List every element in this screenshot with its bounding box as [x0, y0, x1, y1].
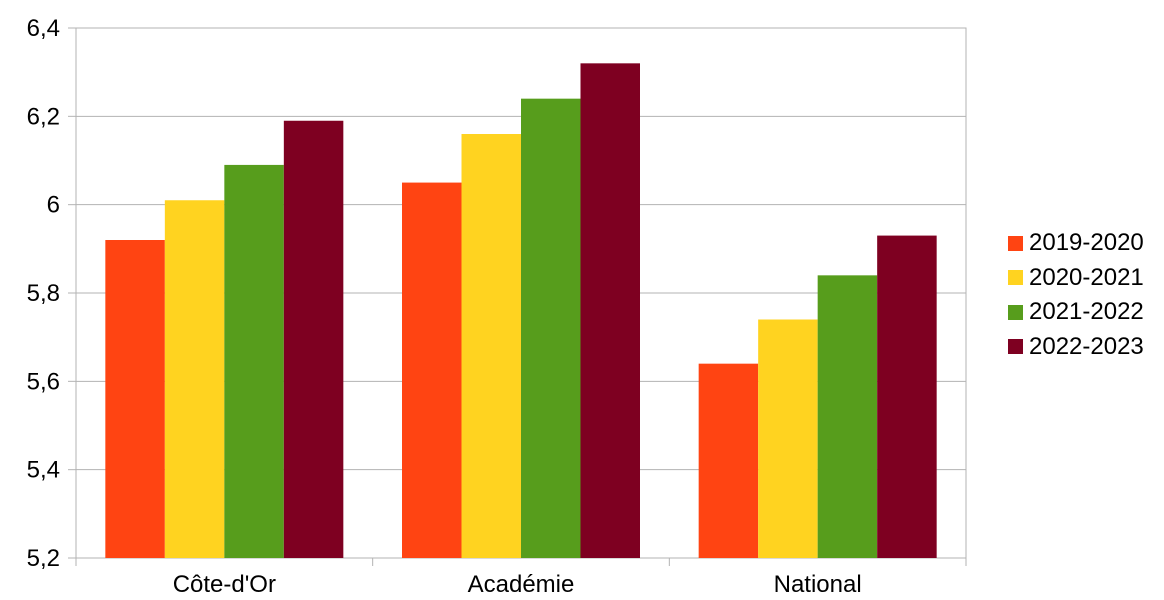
y-tick-label: 5,6 — [27, 368, 60, 395]
y-tick-label: 6 — [47, 192, 60, 219]
legend-item: 2020-2021 — [1008, 261, 1144, 296]
y-tick-label: 6,4 — [27, 15, 60, 42]
legend: 2019-2020 2020-2021 2021-2022 2022-2023 — [1008, 226, 1144, 364]
bar — [461, 134, 521, 558]
legend-swatch — [1008, 270, 1023, 286]
bar — [402, 182, 462, 559]
y-tick-labels: 5,2 5,4 5,6 5,8 6 6,2 6,4 — [27, 15, 60, 572]
legend-swatch — [1008, 304, 1023, 320]
y-tick-label: 5,8 — [27, 280, 60, 307]
x-tick-labels: Côte-d'Or Académie National — [173, 571, 862, 598]
bars — [105, 63, 937, 559]
bar — [758, 319, 818, 558]
x-tick-label: Académie — [468, 571, 575, 598]
bar — [105, 240, 165, 558]
y-tick-label: 6,2 — [27, 103, 60, 130]
legend-label: 2019-2020 — [1029, 229, 1144, 257]
y-tick-label: 5,4 — [27, 457, 60, 484]
bar — [521, 98, 581, 559]
bar — [224, 164, 284, 558]
legend-swatch — [1008, 235, 1023, 251]
legend-item: 2019-2020 — [1008, 226, 1144, 261]
x-tick-label: Côte-d'Or — [173, 571, 276, 598]
legend-label: 2022-2023 — [1029, 332, 1144, 360]
bar — [877, 235, 937, 559]
y-tick-label: 5,2 — [27, 545, 60, 572]
legend-item: 2021-2022 — [1008, 295, 1144, 330]
bar — [164, 200, 225, 558]
legend-swatch — [1008, 339, 1023, 355]
legend-label: 2021-2022 — [1029, 298, 1144, 326]
bar — [283, 120, 344, 558]
x-tick-label: National — [774, 571, 862, 598]
legend-item: 2022-2023 — [1008, 330, 1144, 365]
bar — [698, 363, 759, 558]
legend-label: 2020-2021 — [1029, 263, 1144, 291]
bar — [817, 275, 878, 558]
bar — [580, 63, 640, 558]
axes — [68, 27, 967, 566]
